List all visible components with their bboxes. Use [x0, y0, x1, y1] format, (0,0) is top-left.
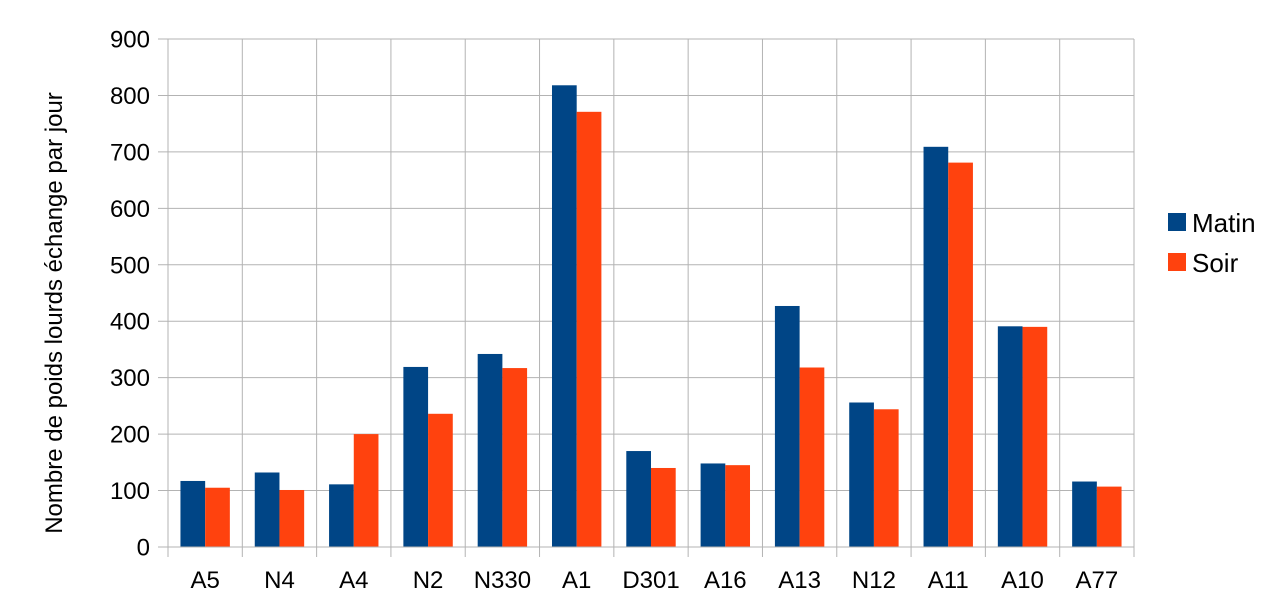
- bar-matin-a1: [551, 85, 577, 547]
- y-tick-label: 200: [110, 422, 150, 449]
- x-category-label: A13: [778, 567, 821, 594]
- y-tick-label: 400: [110, 309, 150, 336]
- bar-matin-a5: [180, 480, 206, 547]
- bar-matin-n12: [849, 402, 874, 547]
- bar-matin-a13: [774, 305, 800, 547]
- bar-matin-a77: [1072, 481, 1097, 547]
- bar-soir-n12: [873, 409, 899, 547]
- bar-matin-n2: [403, 366, 429, 547]
- y-tick-label: 100: [110, 478, 150, 505]
- x-category-label: N2: [413, 567, 444, 594]
- legend-label-soir: Soir: [1192, 248, 1239, 278]
- bar-matin-a10: [997, 326, 1023, 547]
- x-category-label: A77: [1075, 567, 1118, 594]
- bar-soir-a16: [725, 465, 751, 547]
- y-tick-label: 0: [137, 535, 150, 562]
- bar-soir-a1: [576, 111, 602, 548]
- legend-swatch-soir: [1168, 253, 1186, 271]
- x-category-label: A5: [190, 567, 219, 594]
- bar-soir-n330: [502, 368, 528, 547]
- x-category-label: N4: [264, 567, 295, 594]
- legend-label-matin: Matin: [1192, 208, 1256, 238]
- bar-soir-a11: [948, 162, 973, 547]
- bar-soir-a5: [205, 487, 230, 547]
- bar-matin-n330: [477, 353, 503, 547]
- bar-soir-n2: [428, 413, 453, 547]
- y-tick-label: 600: [110, 196, 150, 223]
- y-axis-title: Nombre de poids lourds échange par jour: [41, 92, 68, 534]
- legend-swatch-matin: [1168, 213, 1186, 231]
- x-category-label: A1: [562, 567, 591, 594]
- bar-soir-a10: [1022, 326, 1048, 547]
- gridlines: [158, 38, 1135, 557]
- legend: Matin Soir: [1168, 208, 1256, 278]
- x-category-label: A11: [928, 567, 969, 594]
- bar-matin-a11: [923, 146, 949, 547]
- bar-matin-d301: [626, 451, 651, 547]
- y-tick-label: 500: [110, 252, 150, 279]
- bar-matin-n4: [254, 472, 280, 547]
- y-tick-label: 300: [110, 365, 150, 392]
- bars: [180, 85, 1122, 548]
- bar-soir-a77: [1096, 486, 1122, 547]
- y-tick-label: 800: [110, 83, 150, 110]
- x-category-label: A10: [1001, 567, 1044, 594]
- y-tick-label: 700: [110, 139, 150, 166]
- bar-matin-a16: [700, 463, 726, 547]
- x-category-label: D301: [622, 567, 679, 594]
- x-category-label: N330: [474, 567, 531, 594]
- x-category-label: A16: [704, 567, 747, 594]
- y-tick-labels: 0 100 200 300 400 500 600 700 800 900: [110, 27, 150, 562]
- bar-soir-n4: [279, 489, 305, 547]
- bar-soir-a13: [799, 367, 825, 547]
- x-category-label: A4: [339, 567, 368, 594]
- bar-soir-d301: [651, 467, 676, 547]
- x-category-labels: A5 N4 A4 N2 N330 A1 D301 A16 A13 N12 A11 A10 A77: [190, 567, 1118, 594]
- x-category-label: N12: [852, 567, 896, 594]
- bar-soir-a4: [353, 434, 379, 547]
- y-tick-label: 900: [110, 27, 150, 54]
- bar-matin-a4: [329, 484, 354, 547]
